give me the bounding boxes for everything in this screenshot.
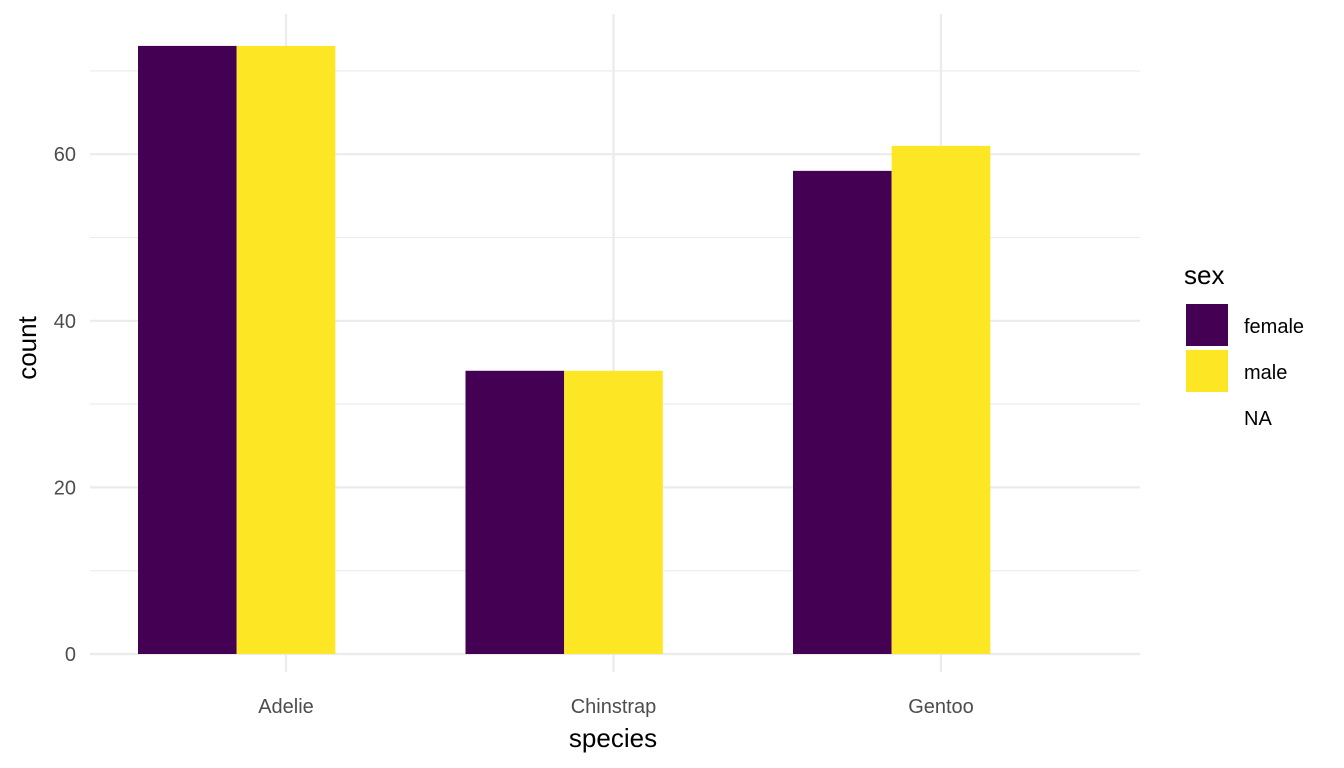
y-axis-title: count <box>12 315 42 379</box>
bar-gentoo-male <box>891 145 991 654</box>
y-axis-ticks: 0 20 40 60 <box>54 144 76 666</box>
x-axis-title: species <box>569 723 657 753</box>
x-axis-ticks: Adelie Chinstrap Gentoo <box>258 696 974 718</box>
legend-item-na: NA <box>1186 396 1272 438</box>
legend-item-female: female <box>1186 304 1304 346</box>
legend-label: male <box>1244 362 1287 384</box>
bar-adelie-female <box>138 45 237 655</box>
bars <box>138 45 991 655</box>
x-tick-label: Adelie <box>258 696 314 718</box>
bar-gentoo-female <box>793 170 892 655</box>
legend-label: NA <box>1244 408 1272 430</box>
bar-adelie-male <box>236 45 336 655</box>
y-tick-label: 0 <box>65 644 76 666</box>
y-tick-label: 40 <box>54 311 76 333</box>
legend-key <box>1186 396 1228 438</box>
y-tick-label: 60 <box>54 144 76 166</box>
y-tick-label: 20 <box>54 477 76 499</box>
legend-title: sex <box>1184 260 1224 290</box>
bar-chinstrap-female <box>465 370 565 654</box>
bar-chinstrap-male <box>564 370 663 654</box>
legend-key <box>1186 304 1228 346</box>
legend-label: female <box>1244 316 1304 338</box>
x-tick-label: Chinstrap <box>571 696 657 718</box>
legend: sex female male NA <box>1184 260 1304 438</box>
legend-item-male: male <box>1186 350 1287 392</box>
x-tick-label: Gentoo <box>908 696 974 718</box>
legend-items: female male NA <box>1186 304 1304 438</box>
legend-key <box>1186 350 1228 392</box>
